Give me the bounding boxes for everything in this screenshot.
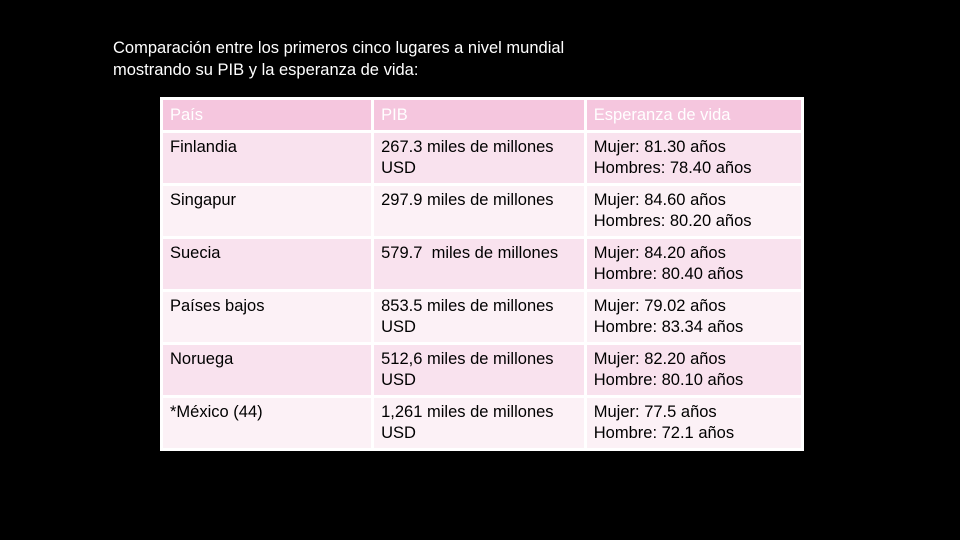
cell-life-expectancy: Mujer: 84.20 años Hombre: 80.40 años <box>583 236 805 292</box>
pib-line: 853.5 miles de millones <box>381 297 554 315</box>
cell-pib: 579.7 miles de millones <box>371 236 587 292</box>
intro-line-1: Comparación entre los primeros cinco lug… <box>113 39 565 57</box>
life-line: Hombre: 83.34 años <box>593 318 744 336</box>
cell-country: Noruega <box>159 342 375 398</box>
cell-life-expectancy: Mujer: 77.5 años Hombre: 72.1 años <box>583 395 805 451</box>
table-row: Finlandia 267.3 miles de millones USD Mu… <box>159 130 805 186</box>
table-row: *México (44) 1,261 miles de millones USD… <box>159 395 805 451</box>
cell-country: Finlandia <box>159 130 375 186</box>
pib-line: 579.7 miles de millones <box>381 244 559 262</box>
life-line: Mujer: 81.30 años <box>593 138 726 156</box>
intro-text: Comparación entre los primeros cinco lug… <box>113 37 673 81</box>
cell-pib: 297.9 miles de millones <box>371 183 587 239</box>
pib-line: USD <box>381 424 416 442</box>
cell-pib: 1,261 miles de millones USD <box>371 395 587 451</box>
life-line: Mujer: 79.02 años <box>593 297 726 315</box>
cell-country: *México (44) <box>159 395 375 451</box>
table-header-row: País PIB Esperanza de vida <box>159 97 805 133</box>
pib-line: 267.3 miles de millones <box>381 138 554 156</box>
life-line: Hombre: 80.10 años <box>593 371 744 389</box>
cell-pib: 853.5 miles de millones USD <box>371 289 587 345</box>
life-line: Mujer: 84.20 años <box>593 244 726 262</box>
pib-line: 297.9 miles de millones <box>381 191 554 209</box>
intro-line-2: mostrando su PIB y la esperanza de vida: <box>113 61 419 79</box>
life-line: Mujer: 84.60 años <box>593 191 726 209</box>
life-line: Hombres: 78.40 años <box>593 159 752 177</box>
pib-line: USD <box>381 159 416 177</box>
cell-pib: 512,6 miles de millones USD <box>371 342 587 398</box>
pib-line: USD <box>381 371 416 389</box>
cell-country: Suecia <box>159 236 375 292</box>
table-row: Noruega 512,6 miles de millones USD Muje… <box>159 342 805 398</box>
life-line: Hombre: 80.40 años <box>593 265 744 283</box>
cell-life-expectancy: Mujer: 82.20 años Hombre: 80.10 años <box>583 342 805 398</box>
table-row: Suecia 579.7 miles de millones Mujer: 84… <box>159 236 805 292</box>
header-pib: PIB <box>371 97 587 133</box>
cell-life-expectancy: Mujer: 79.02 años Hombre: 83.34 años <box>583 289 805 345</box>
cell-country: Países bajos <box>159 289 375 345</box>
pib-line: USD <box>381 318 416 336</box>
header-country: País <box>159 97 375 133</box>
cell-life-expectancy: Mujer: 81.30 años Hombres: 78.40 años <box>583 130 805 186</box>
comparison-table: País PIB Esperanza de vida Finlandia 267… <box>159 97 805 451</box>
life-line: Hombres: 80.20 años <box>593 212 752 230</box>
table-row: Países bajos 853.5 miles de millones USD… <box>159 289 805 345</box>
pib-line: 1,261 miles de millones <box>381 403 554 421</box>
cell-life-expectancy: Mujer: 84.60 años Hombres: 80.20 años <box>583 183 805 239</box>
header-life-expectancy: Esperanza de vida <box>583 97 805 133</box>
life-line: Mujer: 82.20 años <box>593 350 726 368</box>
cell-pib: 267.3 miles de millones USD <box>371 130 587 186</box>
pib-line: 512,6 miles de millones <box>381 350 554 368</box>
life-line: Hombre: 72.1 años <box>593 424 735 442</box>
table-row: Singapur 297.9 miles de millones Mujer: … <box>159 183 805 239</box>
life-line: Mujer: 77.5 años <box>593 403 717 421</box>
cell-country: Singapur <box>159 183 375 239</box>
